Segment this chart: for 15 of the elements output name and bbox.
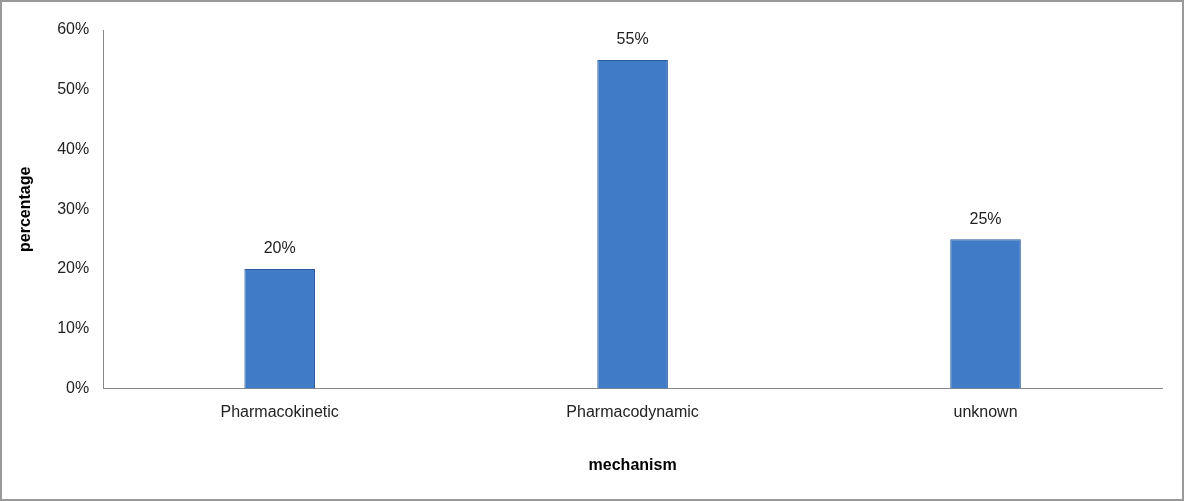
data-label: 55% [616,30,649,48]
y-tick-label: 50% [57,80,90,98]
y-tick-label: 30% [57,199,90,217]
data-label: 25% [969,209,1002,227]
y-tick-label: 60% [57,20,90,38]
x-tick-label: Pharmacokinetic [220,402,339,420]
data-label: 20% [263,239,296,257]
x-tick-label: Pharmacodynamic [566,402,699,420]
x-axis-title: mechanism [588,455,677,473]
y-tick-label: 10% [57,319,90,337]
y-axis-title: percentage [16,166,34,252]
y-tick-label: 40% [57,139,90,157]
y-tick-label: 0% [66,379,90,397]
y-tick-label: 20% [57,259,90,277]
x-tick-label: unknown [953,402,1018,420]
